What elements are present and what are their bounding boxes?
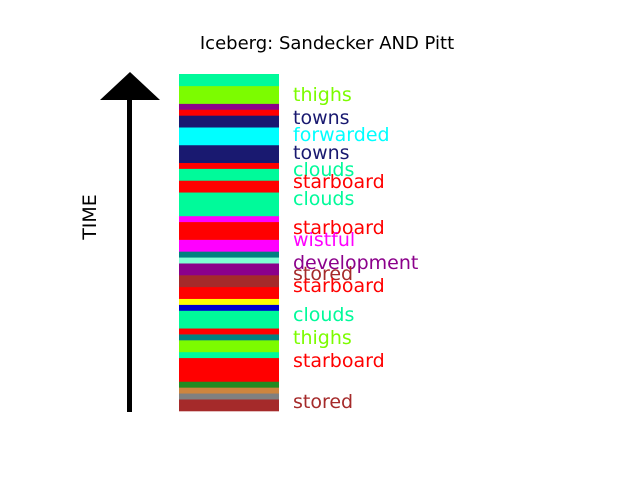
band-segment [179, 263, 279, 276]
band-label: thighs [293, 327, 352, 349]
band-segment [179, 115, 279, 128]
band-label: wistful [293, 229, 355, 251]
band-segment [179, 127, 279, 146]
band-segment [179, 393, 279, 400]
band-segment [179, 399, 279, 412]
band-segment [179, 275, 279, 288]
band-segment [179, 109, 279, 116]
time-axis-label: TIME [79, 194, 101, 241]
time-arrow [100, 72, 160, 412]
band-label: starboard [293, 217, 385, 239]
band-segment [179, 328, 279, 335]
band-segment [179, 192, 279, 217]
band-segment [179, 334, 279, 341]
band-segment [179, 162, 279, 169]
band-label: thighs [293, 84, 352, 106]
band-label: stored [293, 391, 353, 413]
time-arrow-shaft [127, 96, 132, 412]
band-segment [179, 251, 279, 258]
band-segment [179, 340, 279, 353]
band-stack [179, 74, 279, 412]
band-segment [179, 351, 279, 359]
band-label: stored [293, 263, 353, 285]
band-label: towns [293, 107, 350, 129]
band-label: clouds [293, 304, 354, 326]
band-segment [179, 357, 279, 382]
band-segment [179, 221, 279, 240]
band-segment [179, 85, 279, 104]
band-label: starboard [293, 275, 385, 297]
time-arrow-head [100, 72, 160, 100]
band-segment [179, 215, 279, 223]
band-segment [179, 387, 279, 394]
band-segment [179, 168, 279, 181]
band-label: starboard [293, 350, 385, 372]
band-segment [179, 298, 279, 305]
band-segment [179, 310, 279, 329]
band-segment [179, 381, 279, 388]
band-segment [179, 74, 279, 87]
band-segment [179, 239, 279, 252]
band-label: clouds [293, 159, 354, 181]
band-segment [179, 304, 279, 311]
band-label: clouds [293, 188, 354, 210]
band-segment [179, 286, 279, 299]
band-segment [179, 257, 279, 264]
band-segment [179, 103, 279, 110]
band-label: forwarded [293, 124, 390, 146]
band-segment [179, 180, 279, 193]
band-segment [179, 144, 279, 163]
chart-title: Iceberg: Sandecker AND Pitt [200, 33, 454, 54]
band-labels: thighstownsforwardedtownscloudsstarboard… [293, 84, 418, 413]
band-label: development [293, 252, 418, 274]
band-label: starboard [293, 171, 385, 193]
band-label: towns [293, 142, 350, 164]
